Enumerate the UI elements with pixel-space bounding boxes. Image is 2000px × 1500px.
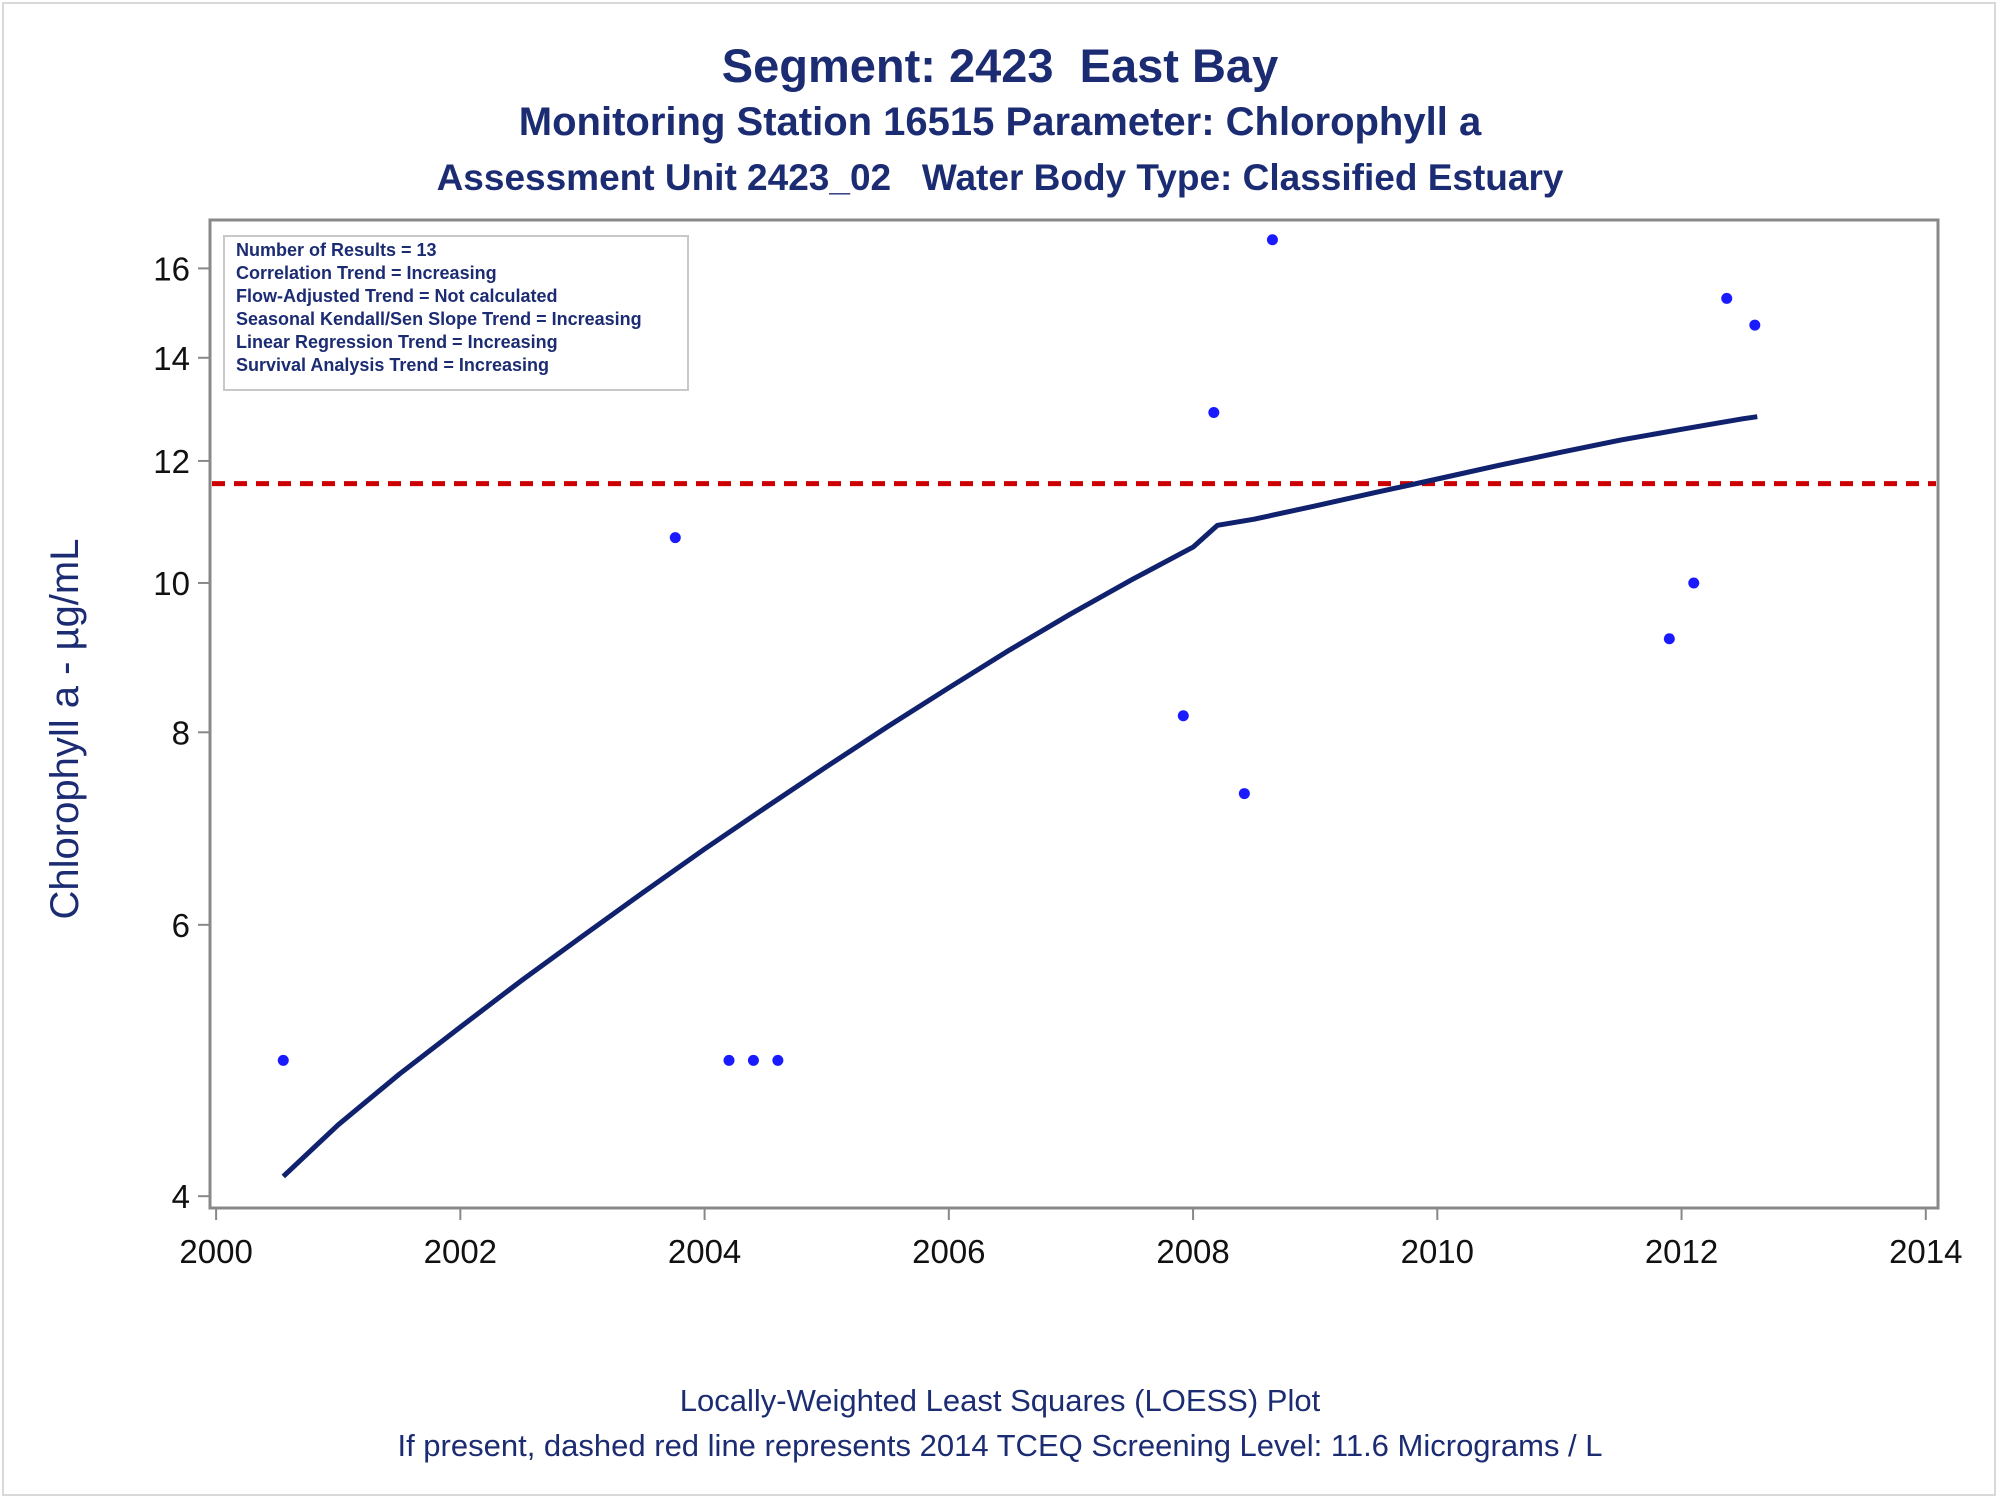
x-tick-label: 2000 [179,1233,252,1270]
data-point [1208,407,1220,419]
y-tick-label: 14 [153,340,190,377]
x-tick-label: 2006 [912,1233,985,1270]
trend-stats-box: Number of Results = 13 Correlation Trend … [223,235,689,391]
x-tick-label: 2008 [1156,1233,1229,1270]
data-point [1721,292,1733,304]
trend-stats-line: Correlation Trend = Increasing [236,263,497,283]
data-points [277,234,1761,1066]
data-point [1177,710,1189,722]
trend-stats-line: Number of Results = 13 [236,240,437,260]
data-point [772,1054,784,1066]
x-tick-label: 2002 [424,1233,497,1270]
x-tick-label: 2014 [1889,1233,1962,1270]
trend-stats-line: Flow-Adjusted Trend = Not calculated [236,286,558,306]
chart-title: Segment: 2423 East Bay [721,39,1279,92]
data-point [723,1054,735,1066]
y-tick-label: 12 [153,443,190,480]
y-tick-label: 4 [172,1178,190,1215]
plot-area [208,218,1940,1210]
footnote-method: Locally-Weighted Least Squares (LOESS) P… [679,1383,1321,1418]
data-point [669,532,681,544]
trend-stats-frame [223,235,689,391]
x-tick-label: 2004 [668,1233,741,1270]
y-tick-label: 8 [172,714,190,751]
x-tick-label: 2012 [1645,1233,1718,1270]
data-point [1688,577,1700,589]
x-tick-label: 2010 [1401,1233,1474,1270]
trend-stats-line: Seasonal Kendall/Sen Slope Trend = Incre… [236,309,642,329]
y-tick-label: 6 [172,907,190,944]
chart-subtitle-station: Monitoring Station 16515 Parameter: Chlo… [518,100,1482,144]
data-point [1238,788,1250,800]
data-point [747,1054,759,1066]
footnote-screening: If present, dashed red line represents 2… [397,1428,1603,1463]
y-tick-label: 16 [153,250,190,287]
y-axis-label: Chlorophyll a - µg/mL [43,539,87,920]
y-tick-label: 10 [153,565,190,602]
loess-curve [281,414,1758,1179]
trend-stats-line: Linear Regression Trend = Increasing [236,332,558,352]
data-point [1663,633,1675,645]
trend-stats-line: Survival Analysis Trend = Increasing [236,355,549,375]
data-point [1749,319,1761,331]
chart-subtitle-assessment: Assessment Unit 2423_02 Water Body Type:… [436,157,1564,198]
axes: 2000 2002 2004 2006 2008 2010 2012 2014 4 6 8 10 12 1… [153,250,1962,1270]
data-point [277,1054,289,1066]
data-point [1266,234,1278,246]
